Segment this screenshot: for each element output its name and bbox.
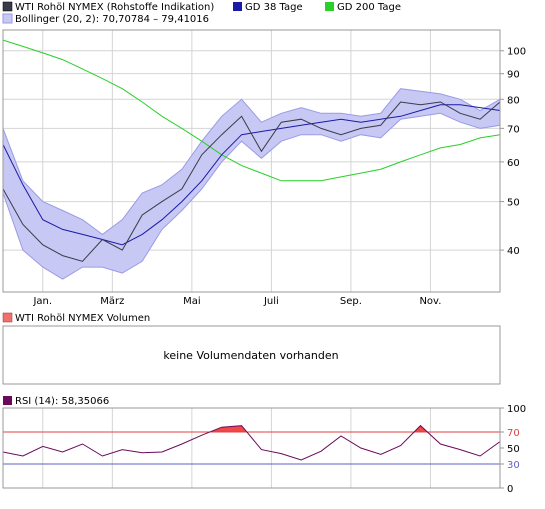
rsi-label: RSI (14): 58,35066 bbox=[15, 396, 109, 407]
legend-label-bollinger: Bollinger (20, 2): 70,70784 – 79,41016 bbox=[15, 14, 209, 25]
legend-swatch-bollinger bbox=[2, 13, 13, 24]
rsi-overbought-fill bbox=[209, 425, 428, 432]
legend-swatch-rsi bbox=[3, 396, 12, 405]
price-panel-frame bbox=[2, 29, 501, 293]
series-gd200-line bbox=[2, 39, 501, 182]
legend-label-gd38: GD 38 Tage bbox=[245, 2, 303, 13]
time-tick-label: März bbox=[100, 296, 124, 307]
price-tick-label: 50 bbox=[507, 198, 520, 209]
legend-swatch-gd200 bbox=[325, 2, 334, 11]
time-tick-label: Juli bbox=[263, 296, 279, 307]
rsi-panel-frame bbox=[2, 407, 501, 489]
price-grid bbox=[3, 30, 500, 292]
price-tick-label: 100 bbox=[507, 47, 526, 58]
legend-swatch-price bbox=[2, 1, 13, 12]
volume-empty-message: keine Volumendaten vorhanden bbox=[163, 349, 338, 362]
time-tick-label: Nov. bbox=[419, 296, 441, 307]
rsi-axis: 100 70 50 30 0 bbox=[500, 404, 526, 495]
price-tick-label: 40 bbox=[507, 246, 520, 257]
rsi-tick-label: 100 bbox=[507, 404, 526, 415]
price-tick-label: 80 bbox=[507, 95, 520, 106]
rsi-tick-label: 30 bbox=[507, 460, 520, 471]
volume-label: WTI Rohöl NYMEX Volumen bbox=[15, 313, 150, 324]
price-tick-label: 90 bbox=[507, 70, 520, 81]
rsi-grid bbox=[42, 408, 431, 488]
time-axis: Jan. März Mai Juli Sep. Nov. bbox=[32, 296, 441, 307]
legend-label-gd200: GD 200 Tage bbox=[337, 2, 401, 13]
volume-panel-frame bbox=[2, 325, 501, 385]
time-tick-label: Sep. bbox=[340, 296, 362, 307]
legend-swatch-gd38 bbox=[233, 2, 242, 11]
time-tick-label: Mai bbox=[183, 296, 201, 307]
price-tick-label: 70 bbox=[507, 124, 520, 135]
rsi-tick-label: 50 bbox=[507, 444, 520, 455]
legend-swatch-volume bbox=[2, 312, 13, 323]
price-axis: 100 90 80 70 60 50 40 bbox=[500, 47, 526, 257]
time-tick-label: Jan. bbox=[32, 296, 52, 307]
rsi-tick-label: 0 bbox=[507, 484, 513, 495]
series-price-line bbox=[2, 101, 501, 262]
price-tick-label: 60 bbox=[507, 158, 520, 169]
rsi-tick-label: 70 bbox=[507, 428, 520, 439]
series-rsi-line bbox=[2, 424, 501, 461]
legend-label-price: WTI Rohöl NYMEX (Rohstoffe Indikation) bbox=[15, 2, 214, 13]
